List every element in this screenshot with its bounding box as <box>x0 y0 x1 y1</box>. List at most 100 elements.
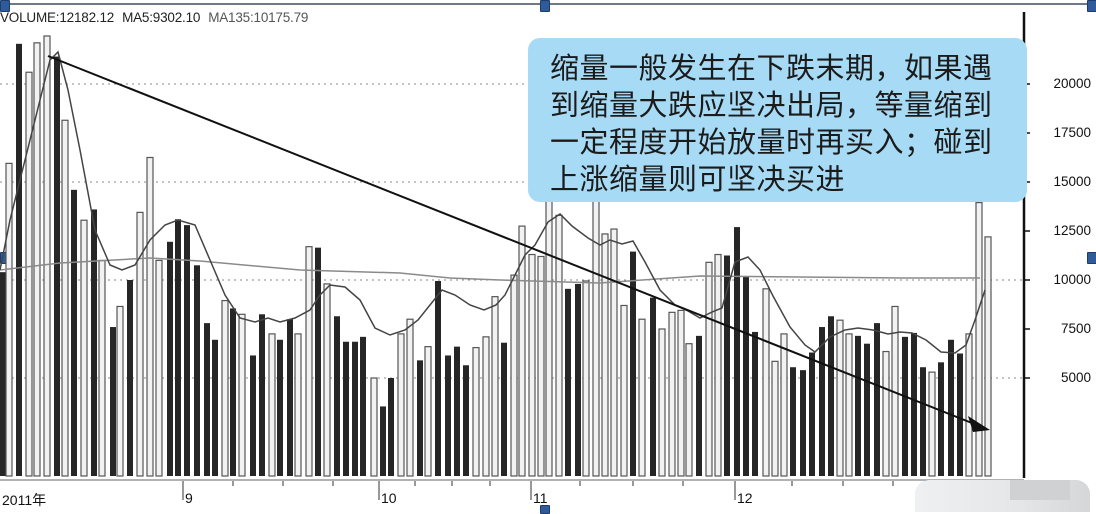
volume-bar-down <box>819 327 825 476</box>
volume-bar-up <box>268 333 276 477</box>
trend-arrow-head <box>968 416 990 432</box>
indicator-legend: VOLUME:12182.12 MA5:9302.10 MA135:10175.79 <box>0 10 316 28</box>
volume-bar-down <box>938 362 944 476</box>
volume-bar-up <box>43 35 51 477</box>
volume-bar-down <box>790 367 796 476</box>
volume-bar-down <box>259 314 265 476</box>
volume-bar-up <box>116 305 124 477</box>
selection-handle-top-center[interactable] <box>540 0 550 12</box>
volume-bar-down <box>445 355 451 476</box>
volume-bar-up <box>555 214 563 477</box>
volume-bar-down <box>127 280 133 476</box>
x-tick-label: 9 <box>185 490 193 506</box>
volume-bar-up <box>601 233 609 477</box>
volume-bar-up <box>482 336 490 477</box>
volume-bar-up <box>528 253 536 477</box>
volume-bar-down <box>352 341 358 476</box>
volume-bar-up <box>762 288 770 477</box>
volume-bar-down <box>630 251 636 476</box>
volume-bar-down <box>911 332 917 476</box>
volume-bar-down <box>920 367 926 476</box>
volume-bar-down <box>864 343 870 476</box>
volume-bar-down <box>175 219 181 477</box>
volume-bar-down <box>184 225 190 476</box>
volume-bar-down <box>16 43 22 476</box>
volume-bar-up <box>323 283 331 477</box>
volume-bar-up <box>472 347 480 477</box>
y-tick-label: 20000 <box>1053 76 1091 91</box>
volume-bar-down <box>380 406 386 476</box>
volume-bar-down <box>388 378 394 476</box>
selection-handle-top-right[interactable] <box>1087 0 1096 12</box>
y-tick-label: 7500 <box>1060 321 1091 336</box>
volume-bar-down <box>724 255 730 476</box>
volume-bar-up <box>305 246 313 477</box>
ma5-legend: MA5:9302.10 <box>122 10 201 25</box>
trend-arrow-line <box>47 55 983 428</box>
volume-bar-up <box>845 333 853 477</box>
volume-bar-up <box>510 274 518 477</box>
volume-bar-down <box>167 241 173 476</box>
volume-bar-down <box>194 265 200 476</box>
callout-line-1: 缩量一般发生在下跌末期，如果遇 <box>550 51 993 85</box>
volume-bar-up <box>685 343 693 477</box>
volume-bar-up <box>984 236 992 477</box>
volume-bar-up <box>975 201 983 477</box>
callout-line-2: 到缩量大跌应坚决出局，等量缩到 <box>550 88 993 122</box>
volume-bar-up <box>714 253 722 477</box>
volume-bar-down <box>230 308 236 476</box>
volume-bar-up <box>537 255 545 477</box>
volume-bar-down <box>212 339 218 476</box>
volume-bar-down <box>650 297 656 476</box>
selection-handle-top-left[interactable] <box>0 0 10 12</box>
x-tick-label: 12 <box>737 490 753 506</box>
volume-bar-down <box>71 189 77 476</box>
y-tick-label: 15000 <box>1053 174 1091 189</box>
ma135-legend: MA135:10175.79 <box>208 10 309 25</box>
volume-bar-up <box>780 333 788 477</box>
volume-bar-down <box>752 331 758 476</box>
volume-bar-up <box>294 333 302 477</box>
volume-bar-up <box>491 296 499 477</box>
volume-bar-down <box>948 339 954 476</box>
volume-bar-down <box>828 316 834 476</box>
volume-bar-down <box>855 335 861 476</box>
volume-bar-up <box>406 318 414 477</box>
volume-bar-up <box>33 42 41 477</box>
volume-bar-down <box>696 335 702 476</box>
watermark-blur-block <box>1010 480 1070 500</box>
volume-bar-down <box>463 365 469 476</box>
volume-bar-down <box>315 247 321 476</box>
volume-bar-up <box>620 304 628 477</box>
volume-bar-up <box>836 319 844 477</box>
volume-bar-up <box>668 311 676 477</box>
volume-bar-down <box>454 346 460 476</box>
volume-bar-down <box>565 288 571 476</box>
ma135-line <box>0 257 980 284</box>
volume-bar-up <box>677 309 685 477</box>
volume-bar-down <box>360 336 366 476</box>
callout-line-4: 上涨缩量则可坚决买进 <box>550 162 846 196</box>
volume-bar-down <box>874 323 880 476</box>
volume-bar-down <box>435 280 441 476</box>
volume-bar-down <box>91 209 97 476</box>
x-tick-label: 10 <box>381 490 397 506</box>
volume-bar-down <box>902 336 908 476</box>
volume-bar-down <box>287 319 293 476</box>
volume-bar-down <box>54 56 60 477</box>
volume-bar-up <box>370 377 378 477</box>
volume-bar-up <box>638 318 646 477</box>
volume-bar-up <box>882 350 890 477</box>
volume-bar-down <box>743 277 749 476</box>
volume-bar-up <box>928 371 936 477</box>
x-tick-label: 2011年 <box>2 492 47 508</box>
volume-bar-up <box>705 261 713 477</box>
volume-bar-up <box>25 71 33 477</box>
x-tick-label: 11 <box>533 490 548 506</box>
selection-handle-right-middle[interactable] <box>1087 252 1096 264</box>
volume-bar-up <box>397 333 405 477</box>
volume-bar-up <box>610 228 618 477</box>
volume-bar-up <box>424 346 432 477</box>
